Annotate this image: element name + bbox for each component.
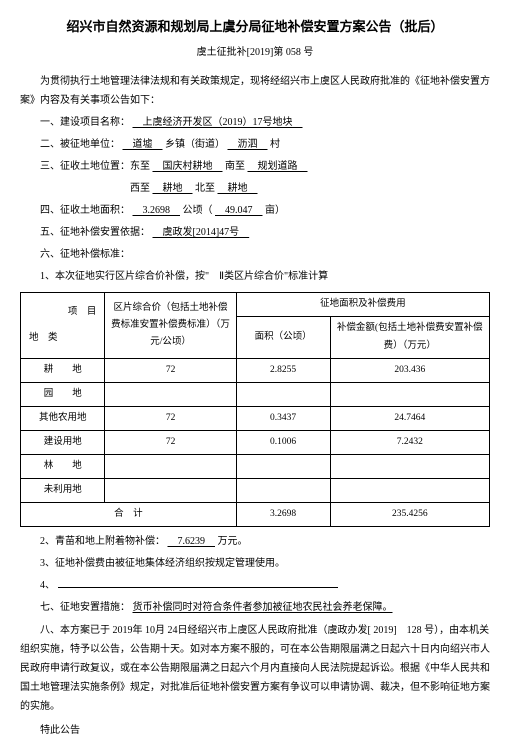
item-1-label: 一、建设项目名称： [40,117,130,128]
item-4: 四、征收土地面积： 3.2698 公顷（ 49.047 亩） [20,202,490,220]
item-3-label: 三、征收土地位置：东至 [40,161,150,172]
total-amount: 235.4256 [330,503,489,527]
header-area: 面积（公顷） [236,317,330,358]
item-2-village: 沥泗 [228,139,268,150]
header-left: 项 目 地 类 [21,293,105,358]
item-4-mu: 49.047 [215,205,263,216]
item-4-hectare-unit: 公顷（ [183,205,213,216]
cell-price: 72 [105,358,236,382]
header-price: 区片综合价（包括土地补偿费标准安置补偿费标准）（万元/公顷） [105,293,236,358]
cell-area [236,479,330,503]
item-2-label: 二、被征地单位： [40,139,120,150]
cell-price: 72 [105,406,236,430]
item-2: 二、被征地单位： 道墟 乡镇（街道） 沥泗 村 [20,136,490,154]
cell-price [105,382,236,406]
header-amount: 补偿金额(包括土地补偿费安置补偿费）（万元） [330,317,489,358]
total-area: 3.2698 [236,503,330,527]
table-row-5: 未利用地 [21,479,490,503]
item-6-sub2-value: 7.6239 [168,536,216,547]
item-3-south: 规划道路 [248,161,308,172]
total-label: 合 计 [21,503,237,527]
table-row-0: 耕 地 72 2.8255 203.436 [21,358,490,382]
item-6-sub4: 4、 [20,577,490,595]
compensation-table: 项 目 地 类 区片综合价（包括土地补偿费标准安置补偿费标准）（万元/公顷） 征… [20,292,490,527]
item-5-label: 五、征地补偿安置依据： [40,227,150,238]
document-title: 绍兴市自然资源和规划局上虞分局征地补偿安置方案公告（批后） [20,15,490,38]
cell-type: 其他农用地 [21,406,105,430]
cell-amount: 203.436 [330,358,489,382]
item-2-town-suffix: 乡镇（街道） [165,139,225,150]
cell-amount: 7.2432 [330,430,489,454]
cell-price [105,479,236,503]
item-6-sub2: 2、青苗和地上附着物补偿： 7.6239 万元。 [20,533,490,551]
item-3-west-label: 西至 [130,183,150,194]
cell-type: 未利用地 [21,479,105,503]
cell-area: 2.8255 [236,358,330,382]
document-number: 虞土征批补[2019]第 058 号 [20,44,490,62]
item-1: 一、建设项目名称： 上虞经济开发区（2019）17号地块 [20,114,490,132]
cell-area [236,382,330,406]
item-1-value: 上虞经济开发区（2019）17号地块 [133,117,303,128]
item-6-sub2-unit: 万元。 [218,536,248,547]
item-5: 五、征地补偿安置依据： 虞政发[2014]47号 [20,224,490,242]
item-7-label: 七、征地安置措施： [40,602,130,613]
cell-area: 0.1006 [236,430,330,454]
item-3-line2: 西至 耕地 北至 耕地 [20,180,490,198]
cell-amount: 24.7464 [330,406,489,430]
cell-type: 林 地 [21,455,105,479]
item-2-town: 道墟 [123,139,163,150]
cell-area [236,455,330,479]
cell-price: 72 [105,430,236,454]
item-6-sub3: 3、征地补偿费由被征地集体经济组织按规定管理使用。 [20,555,490,573]
item-3-north-label: 北至 [195,183,215,194]
table-header-row-1: 项 目 地 类 区片综合价（包括土地补偿费标准安置补偿费标准）（万元/公顷） 征… [21,293,490,317]
item-4-label: 四、征收土地面积： [40,205,130,216]
item-3-west: 耕地 [153,183,193,194]
table-row-3: 建设用地 72 0.1006 7.2432 [21,430,490,454]
item-3-south-label: 南至 [225,161,245,172]
item-3-north: 耕地 [218,183,258,194]
table-row-1: 园 地 [21,382,490,406]
cell-type: 建设用地 [21,430,105,454]
final-text: 特此公告 [20,722,490,740]
item-7: 七、征地安置措施： 货币补偿同时对符合条件者参加被征地农民社会养老保障。 [20,599,490,617]
header-area-section: 征地面积及补偿费用 [236,293,489,317]
table-row-total: 合 计 3.2698 235.4256 [21,503,490,527]
item-8: 八、本方案已于 2019年 10月 24日经绍兴市上虞区人民政府批准（虞政办发[… [20,621,490,716]
item-3-east: 国庆村耕地 [153,161,223,172]
item-7-value: 货币补偿同时对符合条件者参加被征地农民社会养老保障。 [133,602,393,613]
cell-type: 耕 地 [21,358,105,382]
cell-area: 0.3437 [236,406,330,430]
item-4-hectare: 3.2698 [133,205,181,216]
cell-type: 园 地 [21,382,105,406]
cell-amount [330,455,489,479]
item-5-value: 虞政发[2014]47号 [153,227,250,238]
item-4-mu-unit: 亩） [265,205,285,216]
intro-paragraph: 为贯彻执行土地管理法律法规和有关政策规定，现将经绍兴市上虞区人民政府批准的《征地… [20,72,490,110]
table-row-4: 林 地 [21,455,490,479]
item-6-sub1: 1、本次征地实行区片综合价补偿，按" Ⅱ类区片综合价"标准计算 [20,268,490,286]
item-6-sub2-label: 2、青苗和地上附着物补偿： [40,536,165,547]
table-row-2: 其他农用地 72 0.3437 24.7464 [21,406,490,430]
item-6: 六、征地补偿标准： [20,246,490,264]
item-6-label: 六、征地补偿标准： [40,249,130,260]
item-3-line1: 三、征收土地位置：东至 国庆村耕地 南至 规划道路 [20,158,490,176]
cell-amount [330,479,489,503]
cell-price [105,455,236,479]
item-2-village-suffix: 村 [270,139,280,150]
cell-amount [330,382,489,406]
